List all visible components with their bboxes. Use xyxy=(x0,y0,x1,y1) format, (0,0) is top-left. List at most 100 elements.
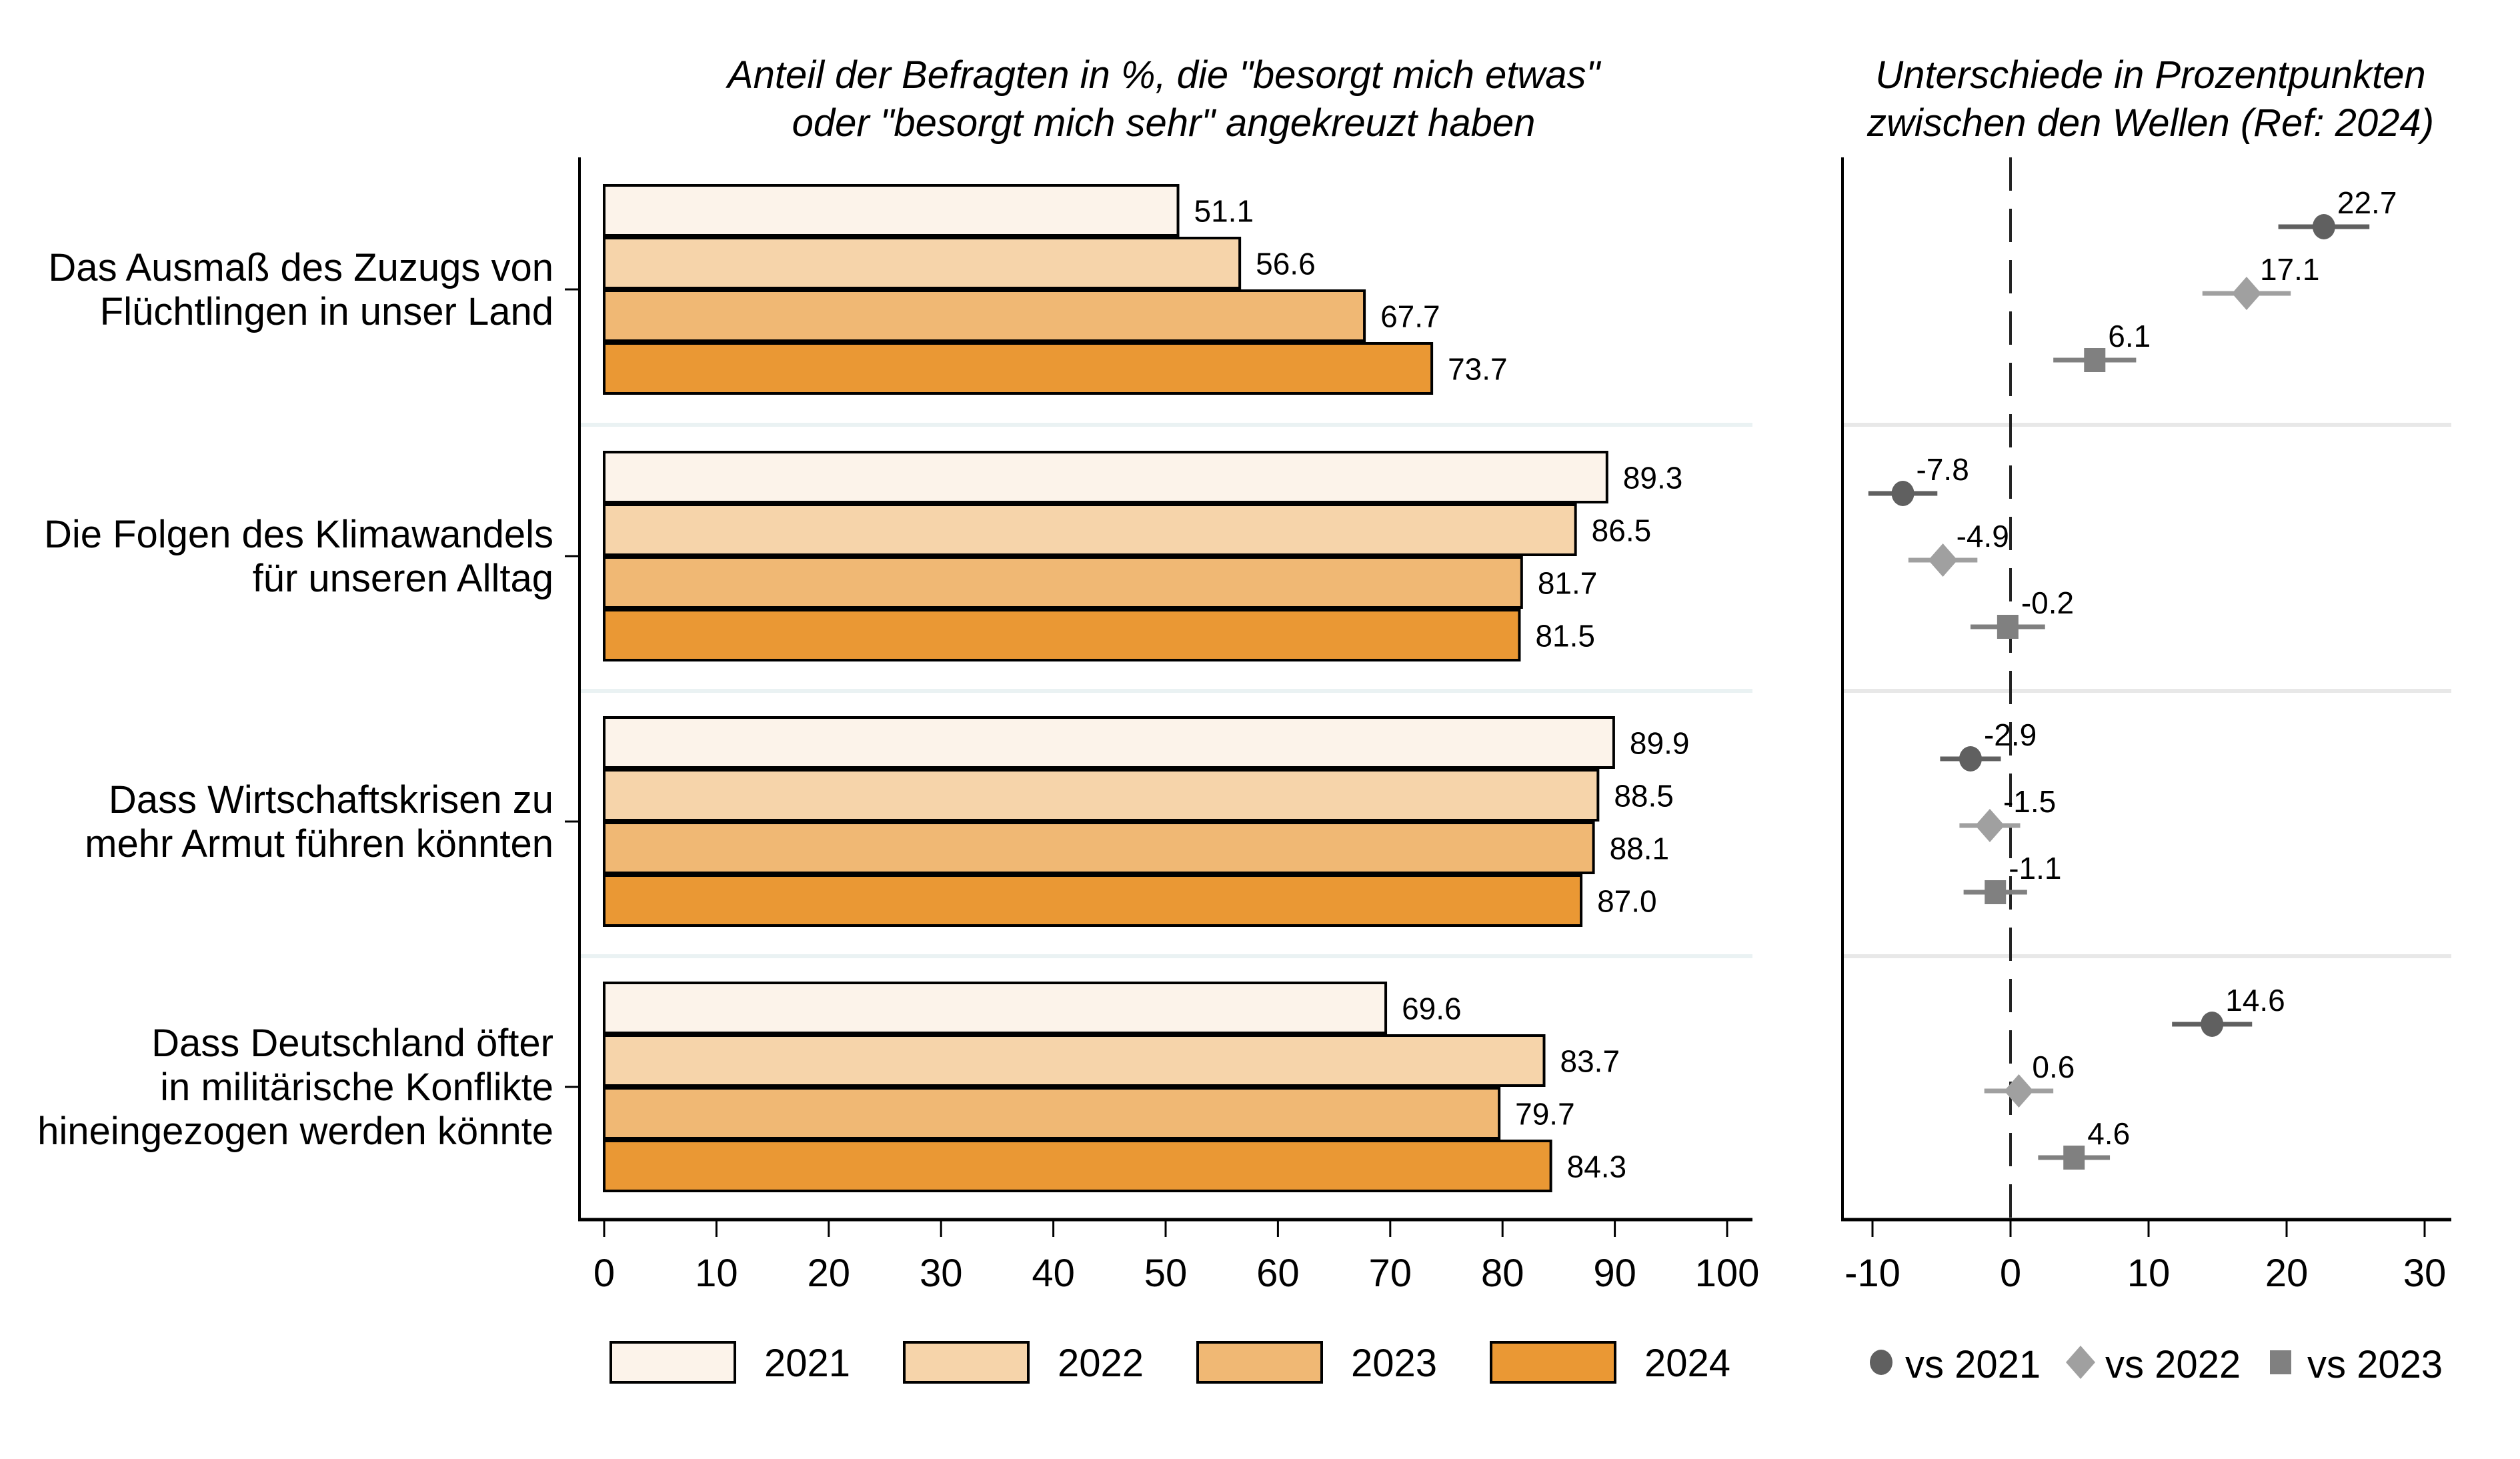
legend-label: 2024 xyxy=(1644,1342,1730,1385)
point-marker-vs-2021 xyxy=(2312,214,2335,239)
point-value-label: 14.6 xyxy=(2225,983,2285,1018)
legend-swatch-2023 xyxy=(1196,1341,1323,1384)
left-x-tick-label: 20 xyxy=(808,1252,851,1295)
right-x-tick-label: -10 xyxy=(1844,1252,1901,1295)
point-marker-vs-2023 xyxy=(1985,880,2007,904)
point-value-label: 0.6 xyxy=(2032,1050,2075,1084)
bar-2024 xyxy=(603,1140,1552,1192)
category-label: Dass Wirtschaftskrisen zu xyxy=(109,778,553,822)
point-marker-vs-2022 xyxy=(1928,543,1958,577)
point-marker-vs-2023 xyxy=(1997,615,2019,639)
bar-2023 xyxy=(603,1087,1501,1140)
category-label: hineingezogen werden könnte xyxy=(37,1110,553,1153)
bar-2022 xyxy=(603,1034,1546,1087)
bar-2022 xyxy=(603,503,1577,556)
legend-label: 2022 xyxy=(1058,1342,1144,1385)
bar-value-label: 88.1 xyxy=(1610,832,1670,866)
bar-2023 xyxy=(603,289,1366,342)
legend-swatch-2021 xyxy=(609,1341,736,1384)
point-value-label: -0.2 xyxy=(2021,585,2074,620)
point-marker-vs-2021 xyxy=(1959,746,1982,772)
point-marker-vs-2023 xyxy=(2063,1146,2085,1170)
bar-value-label: 84.3 xyxy=(1567,1150,1627,1184)
point-value-label: -7.8 xyxy=(1917,452,1969,487)
category-label: Die Folgen des Klimawandels xyxy=(44,513,553,556)
bar-value-label: 89.9 xyxy=(1630,726,1690,761)
legend-label: 2021 xyxy=(764,1342,850,1385)
point-marker-vs-2021 xyxy=(2201,1012,2224,1037)
left-x-tick-label: 50 xyxy=(1144,1252,1188,1295)
bar-2021 xyxy=(603,982,1388,1034)
bar-2022 xyxy=(603,237,1242,289)
category-label: in militärische Konflikte xyxy=(160,1066,553,1109)
legend-swatch-2024 xyxy=(1490,1341,1616,1384)
right-panel-title-line: Unterschiede in Prozentpunkten xyxy=(1875,53,2425,97)
point-value-label: -4.9 xyxy=(1957,519,2009,553)
left-x-tick-label: 60 xyxy=(1256,1252,1300,1295)
category-label: für unseren Alltag xyxy=(253,557,553,600)
bar-value-label: 69.6 xyxy=(1402,992,1462,1026)
category-label: Dass Deutschland öfter xyxy=(151,1022,553,1065)
bar-value-label: 87.0 xyxy=(1597,884,1657,919)
legend-marker-vs-2021 xyxy=(1870,1350,1893,1375)
bar-2023 xyxy=(603,556,1523,609)
legend-label: vs 2022 xyxy=(2105,1343,2241,1386)
left-x-tick-label: 90 xyxy=(1593,1252,1636,1295)
bar-value-label: 81.5 xyxy=(1535,619,1595,653)
point-marker-vs-2023 xyxy=(2084,348,2106,372)
bar-value-label: 67.7 xyxy=(1380,299,1440,334)
bar-2024 xyxy=(603,609,1521,661)
legend-label: 2023 xyxy=(1351,1342,1437,1385)
legend-swatch-2022 xyxy=(903,1341,1030,1384)
point-value-label: 6.1 xyxy=(2108,319,2151,353)
bar-value-label: 83.7 xyxy=(1560,1044,1620,1079)
bar-value-label: 51.1 xyxy=(1194,194,1254,229)
point-marker-vs-2022 xyxy=(2004,1074,2034,1108)
left-panel-title-line: oder "besorgt mich sehr" angekreuzt habe… xyxy=(792,101,1536,145)
bar-value-label: 86.5 xyxy=(1592,513,1652,548)
point-marker-vs-2021 xyxy=(1891,481,1915,506)
left-panel-title-line: Anteil der Befragten in %, die "besorgt … xyxy=(726,53,1602,97)
right-panel-title-line: zwischen den Wellen (Ref: 2024) xyxy=(1866,101,2434,145)
point-value-label: 4.6 xyxy=(2087,1116,2130,1151)
point-value-label: -1.5 xyxy=(2003,784,2056,819)
legend-marker-vs-2023 xyxy=(2270,1350,2291,1374)
point-value-label: -1.1 xyxy=(2009,851,2061,886)
right-x-tick-label: 0 xyxy=(2000,1252,2021,1295)
right-x-tick-label: 10 xyxy=(2127,1252,2171,1295)
point-marker-vs-2022 xyxy=(2231,277,2261,310)
left-x-tick-label: 80 xyxy=(1481,1252,1524,1295)
bar-2024 xyxy=(603,874,1583,927)
left-x-tick-label: 40 xyxy=(1032,1252,1075,1295)
bar-value-label: 89.3 xyxy=(1623,461,1683,495)
legend-label: vs 2023 xyxy=(2307,1343,2443,1386)
bar-2021 xyxy=(603,184,1180,237)
bar-2024 xyxy=(603,342,1434,395)
left-x-tick-label: 0 xyxy=(593,1252,615,1295)
left-x-tick-label: 70 xyxy=(1369,1252,1412,1295)
bar-value-label: 79.7 xyxy=(1515,1097,1575,1132)
category-label: mehr Armut führen könnten xyxy=(85,822,553,866)
point-value-label: 22.7 xyxy=(2337,185,2397,220)
right-x-tick-label: 30 xyxy=(2403,1252,2447,1295)
legend-marker-vs-2022 xyxy=(2066,1346,2095,1379)
bar-value-label: 73.7 xyxy=(1448,352,1508,387)
right-x-tick-label: 20 xyxy=(2265,1252,2309,1295)
point-value-label: 17.1 xyxy=(2260,252,2320,287)
bar-value-label: 88.5 xyxy=(1614,779,1674,814)
category-label: Flüchtlingen in unser Land xyxy=(100,290,553,333)
left-panel-bar-chart: Anteil der Befragten in %, die "besorgt … xyxy=(37,53,1759,1385)
bar-2021 xyxy=(603,451,1608,503)
bar-2023 xyxy=(603,822,1595,874)
legend-label: vs 2021 xyxy=(1905,1343,2041,1386)
category-label: Das Ausmaß des Zuzugs von xyxy=(48,246,553,289)
point-marker-vs-2022 xyxy=(1975,809,2005,842)
bar-2022 xyxy=(603,769,1600,822)
bar-value-label: 56.6 xyxy=(1256,247,1316,281)
bar-2021 xyxy=(603,716,1615,769)
point-value-label: -2.9 xyxy=(1984,717,2037,752)
left-x-tick-label: 100 xyxy=(1695,1252,1760,1295)
bar-value-label: 81.7 xyxy=(1538,566,1598,601)
